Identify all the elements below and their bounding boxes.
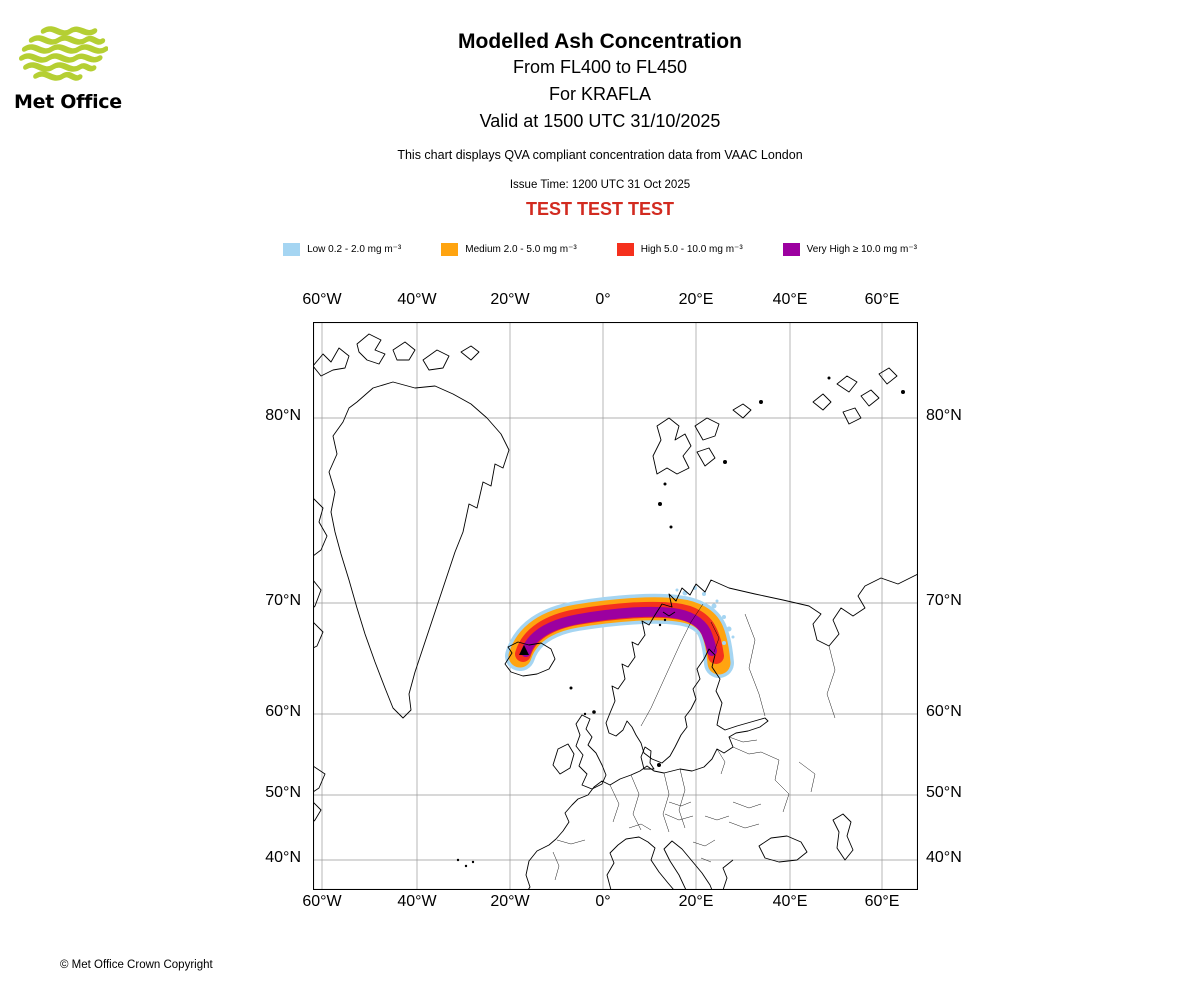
coastline-greenland	[328, 381, 510, 719]
volcano-line: For KRAFLA	[548, 84, 652, 104]
x-tick-top: 0°	[595, 291, 611, 308]
legend-label-low: Low 0.2 - 2.0 mg m⁻³	[307, 244, 402, 255]
qva-note: This chart displays QVA compliant concen…	[397, 148, 803, 162]
coastline-franz-josef-land	[812, 367, 905, 425]
legend-label-medium: Medium 2.0 - 5.0 mg m⁻³	[465, 244, 577, 255]
map-panel	[312, 321, 919, 895]
legend-swatch-low	[283, 243, 301, 256]
x-tick-bottom: 40°E	[772, 893, 808, 910]
ash-plume	[505, 586, 735, 678]
x-tick-bottom: 60°W	[302, 893, 342, 910]
x-tick-bottom: 20°E	[678, 893, 714, 910]
y-tick-left: 60°N	[265, 703, 301, 720]
y-tick-left: 50°N	[265, 784, 301, 801]
y-tick-right: 50°N	[926, 784, 962, 801]
test-banner: TEST TEST TEST	[525, 199, 674, 219]
y-tick-left: 80°N	[265, 407, 301, 424]
copyright-text: © Met Office Crown Copyright	[60, 959, 213, 971]
x-tick-bottom: 0°	[595, 893, 611, 910]
coastline-europe-mainland	[525, 573, 919, 891]
x-tick-bottom: 60°E	[864, 893, 900, 910]
coastline-iceland	[504, 641, 596, 714]
x-tick-bottom: 40°W	[397, 893, 437, 910]
issue-time: Issue Time: 1200 UTC 31 Oct 2025	[509, 179, 691, 191]
country-borders	[552, 603, 836, 881]
legend-item-veryhigh: Very High ≥ 10.0 mg m⁻³	[782, 243, 917, 256]
header: Modelled Ash Concentration From FL400 to…	[0, 30, 1200, 220]
valid-time-line: Valid at 1500 UTC 31/10/2025	[479, 111, 721, 131]
map-canvas	[312, 321, 919, 891]
y-tick-right: 70°N	[926, 592, 962, 609]
legend-swatch-medium	[441, 243, 459, 256]
x-tick-top: 20°W	[490, 291, 530, 308]
y-tick-right: 60°N	[926, 703, 962, 720]
legend-item-medium: Medium 2.0 - 5.0 mg m⁻³	[441, 243, 577, 256]
x-tick-bottom: 20°W	[490, 893, 530, 910]
page-title: Modelled Ash Concentration	[458, 30, 742, 53]
legend-swatch-high	[616, 243, 634, 256]
coastline-british-isles	[552, 712, 607, 790]
x-tick-top: 60°W	[302, 291, 342, 308]
legend-label-veryhigh: Very High ≥ 10.0 mg m⁻³	[806, 244, 917, 255]
y-tick-left: 40°N	[265, 849, 301, 866]
met-office-wordmark: Met Office	[14, 91, 122, 113]
volcano-marker	[519, 645, 529, 655]
y-tick-left: 70°N	[265, 592, 301, 609]
legend-item-low: Low 0.2 - 2.0 mg m⁻³	[283, 243, 401, 256]
y-tick-right: 40°N	[926, 849, 962, 866]
legend-item-high: High 5.0 - 10.0 mg m⁻³	[616, 243, 743, 256]
x-tick-top: 40°E	[772, 291, 808, 308]
legend: Low 0.2 - 2.0 mg m⁻³ Medium 2.0 - 5.0 mg…	[0, 243, 1200, 256]
legend-label-high: High 5.0 - 10.0 mg m⁻³	[640, 244, 743, 255]
x-tick-top: 40°W	[397, 291, 437, 308]
met-office-logo: Met Office	[14, 24, 124, 113]
map-frame	[312, 321, 919, 891]
x-tick-top: 20°E	[678, 291, 714, 308]
coastline-atlantic-islands	[312, 497, 475, 868]
legend-swatch-veryhigh	[782, 243, 800, 256]
x-tick-top: 60°E	[864, 291, 900, 308]
y-tick-right: 80°N	[926, 407, 962, 424]
coastline-arctic-islands	[312, 333, 480, 377]
flight-level-line: From FL400 to FL450	[512, 57, 688, 77]
met-office-logo-waves	[18, 26, 109, 81]
ash-plume-veryhigh	[521, 606, 717, 657]
coastlines	[312, 333, 919, 891]
coastline-svalbard	[652, 400, 763, 529]
